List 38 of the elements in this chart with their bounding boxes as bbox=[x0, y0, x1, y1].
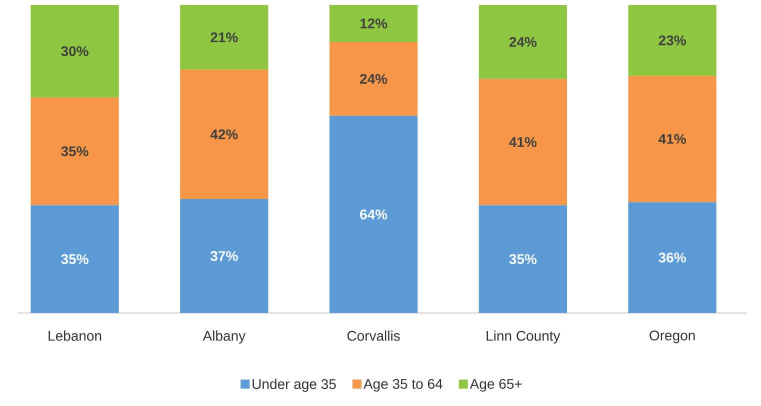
data-label: 36% bbox=[658, 252, 686, 263]
data-label: 23% bbox=[658, 35, 686, 46]
data-label: 41% bbox=[658, 134, 686, 144]
data-label: 35% bbox=[509, 254, 537, 264]
data-label: 35% bbox=[61, 146, 88, 156]
x-tick-label: Oregon bbox=[650, 330, 695, 344]
legend-label: Under age 35 bbox=[252, 378, 336, 392]
bar bbox=[628, 202, 716, 313]
data-label: 12% bbox=[360, 18, 388, 28]
data-label: 24% bbox=[509, 37, 537, 47]
data-label: 21% bbox=[210, 32, 238, 42]
x-tick-label: Corvallis bbox=[347, 330, 400, 341]
bar bbox=[180, 5, 268, 70]
legend-label: Age 35 to 64 bbox=[363, 378, 442, 392]
x-tick-label: Linn County bbox=[486, 330, 560, 344]
bar bbox=[628, 76, 716, 202]
bar bbox=[478, 205, 567, 313]
data-label: 35% bbox=[61, 254, 88, 264]
bar bbox=[329, 42, 418, 116]
bar bbox=[329, 116, 418, 313]
data-label: 30% bbox=[61, 46, 88, 56]
legend-label: Age 65+ bbox=[470, 378, 522, 392]
x-tick-label: Lebanon bbox=[48, 330, 102, 341]
bar bbox=[180, 199, 268, 313]
data-label: 42% bbox=[210, 129, 238, 140]
bar bbox=[180, 70, 268, 200]
bar bbox=[30, 5, 119, 98]
data-label: 64% bbox=[360, 209, 388, 220]
bar bbox=[628, 5, 716, 76]
data-label: 41% bbox=[509, 137, 537, 147]
bar bbox=[30, 97, 119, 206]
bar bbox=[478, 5, 567, 79]
bar bbox=[329, 5, 418, 42]
bar bbox=[478, 78, 567, 206]
data-label: 37% bbox=[210, 251, 238, 261]
bar bbox=[30, 205, 119, 313]
x-tick-label: Albany bbox=[202, 330, 246, 344]
data-label: 24% bbox=[360, 74, 388, 84]
